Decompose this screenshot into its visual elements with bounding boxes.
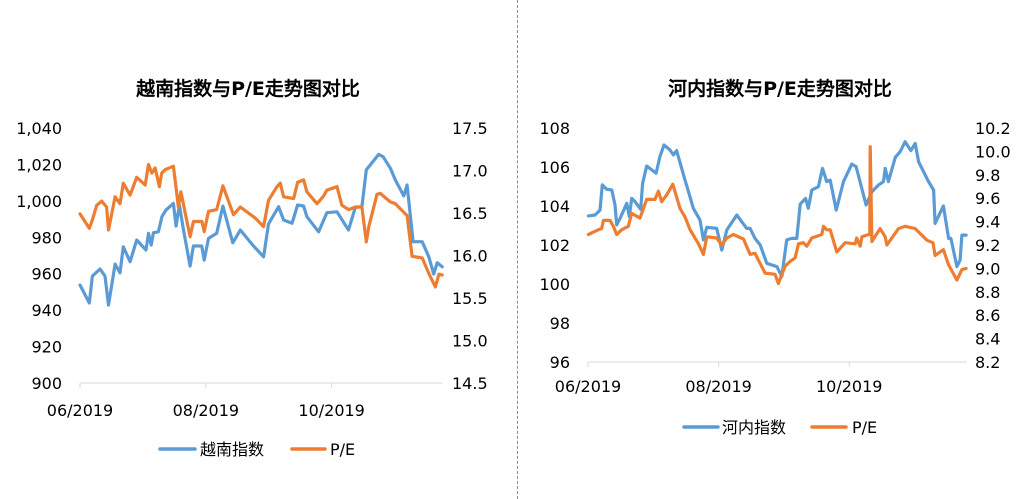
x-tick-label: 06/2019: [555, 377, 621, 396]
legend-label: P/E: [330, 440, 355, 459]
y-right-tick-label: 14.5: [452, 374, 488, 393]
series-line-pe: [586, 145, 968, 286]
y-right-tick-label: 8.4: [975, 330, 1000, 349]
chart-title: 河内指数与P/E走势图对比: [668, 77, 892, 100]
y-left-tick-label: 1,020: [16, 155, 62, 174]
y-right-tick-label: 15.5: [452, 289, 488, 308]
chart-divider: [517, 0, 518, 499]
y-left-tick-label: 106: [539, 158, 570, 177]
y-right-tick-label: 9.8: [975, 166, 1000, 185]
y-left-tick-label: 940: [31, 301, 62, 320]
y-right-tick-label: 17.5: [452, 119, 488, 138]
y-left-tick-label: 1,040: [16, 119, 62, 138]
y-right-tick-label: 9.4: [975, 213, 1000, 232]
y-right-tick-label: 8.2: [975, 353, 1000, 372]
y-right-tick-label: 15.0: [452, 332, 488, 351]
y-right-tick-label: 8.8: [975, 283, 1000, 302]
series-line-pe: [78, 162, 444, 289]
y-left-tick-label: 104: [539, 197, 570, 216]
y-right-tick-label: 10.2: [975, 119, 1011, 138]
y-left-tick-label: 920: [31, 338, 62, 357]
y-right-tick-label: 8.6: [975, 306, 1000, 325]
y-left-tick-label: 100: [539, 275, 570, 294]
y-left-tick-label: 1,000: [16, 192, 62, 211]
x-tick-label: 08/2019: [173, 401, 239, 420]
y-right-tick-label: 16.5: [452, 204, 488, 223]
y-right-tick-label: 17.0: [452, 162, 488, 181]
x-tick-label: 10/2019: [816, 377, 882, 396]
y-left-tick-label: 960: [31, 265, 62, 284]
y-left-tick-label: 108: [539, 119, 570, 138]
y-left-tick-label: 96: [550, 353, 570, 372]
y-right-tick-label: 9.6: [975, 189, 1000, 208]
chart-title: 越南指数与P/E走势图对比: [135, 77, 360, 100]
x-tick-label: 08/2019: [685, 377, 751, 396]
legend-label: 越南指数: [200, 440, 264, 459]
series-line-index: [586, 140, 968, 279]
legend-label: P/E: [852, 418, 877, 437]
y-left-tick-label: 98: [550, 314, 570, 333]
y-left-tick-label: 980: [31, 228, 62, 247]
legend-label: 河内指数: [722, 418, 786, 437]
y-right-tick-label: 9.0: [975, 259, 1000, 278]
y-right-tick-label: 10.0: [975, 142, 1011, 161]
y-left-tick-label: 900: [31, 374, 62, 393]
series-line-index: [78, 152, 444, 307]
y-right-tick-label: 16.0: [452, 247, 488, 266]
x-tick-label: 10/2019: [298, 401, 364, 420]
y-left-tick-label: 102: [539, 236, 570, 255]
x-tick-label: 06/2019: [47, 401, 113, 420]
y-right-tick-label: 9.2: [975, 236, 1000, 255]
